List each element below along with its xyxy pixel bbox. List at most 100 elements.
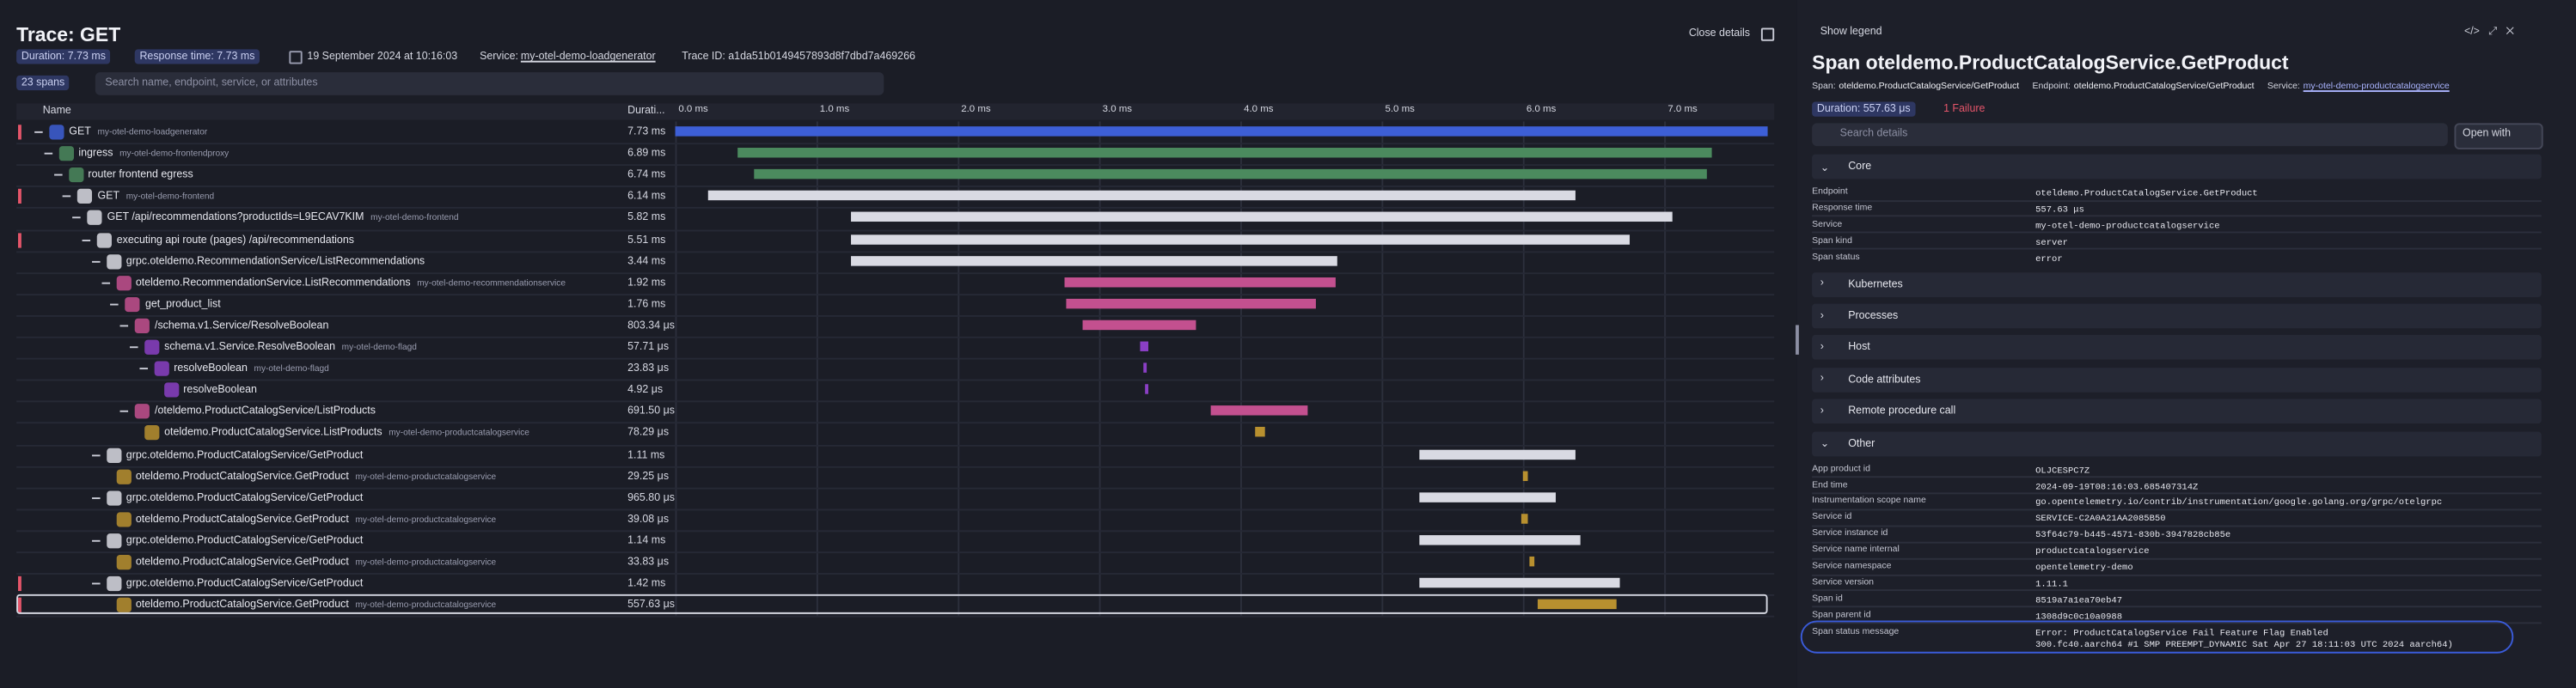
- section-header[interactable]: [1812, 154, 2542, 180]
- attribute-divider: [1812, 589, 2542, 591]
- span-bar[interactable]: [737, 148, 1711, 158]
- collapse-toggle[interactable]: [119, 325, 129, 326]
- search-box[interactable]: [95, 72, 884, 95]
- close-details[interactable]: Close details: [1688, 27, 1750, 40]
- span-bar[interactable]: [754, 169, 1707, 180]
- span-bar[interactable]: [1418, 534, 1580, 545]
- attribute-divider: [1812, 476, 2542, 478]
- section-header[interactable]: [1812, 303, 2542, 329]
- span-name[interactable]: oteldemo.RecommendationService.ListRecom…: [135, 277, 411, 289]
- collapse-toggle[interactable]: [63, 196, 71, 198]
- section-title[interactable]: Host: [1848, 342, 1870, 354]
- span-name[interactable]: oteldemo.ProductCatalogService.GetProduc…: [135, 556, 349, 569]
- span-bar[interactable]: [1418, 491, 1556, 502]
- span-bar[interactable]: [850, 255, 1337, 265]
- section-title[interactable]: Processes: [1848, 310, 1899, 322]
- span-bar[interactable]: [1528, 556, 1534, 567]
- span-name[interactable]: ingress: [78, 148, 113, 160]
- span-name[interactable]: GET: [97, 191, 120, 203]
- span-name[interactable]: router frontend egress: [88, 169, 193, 181]
- collapse-toggle[interactable]: [129, 346, 138, 348]
- section-header[interactable]: [1812, 271, 2542, 297]
- failure-count[interactable]: 1 Failure: [1943, 103, 1986, 115]
- collapse-toggle[interactable]: [91, 496, 101, 499]
- span-bar[interactable]: [707, 191, 1576, 201]
- span-name[interactable]: grpc.oteldemo.ProductCatalogService/GetP…: [125, 448, 364, 461]
- span-name[interactable]: schema.v1.Service.ResolveBoolean: [164, 341, 336, 353]
- span-bar[interactable]: [1210, 405, 1309, 417]
- span-bar[interactable]: [1521, 513, 1527, 524]
- span-bar[interactable]: [850, 212, 1673, 222]
- collapse-toggle[interactable]: [72, 217, 82, 219]
- span-name[interactable]: GET: [69, 126, 91, 138]
- span-bar[interactable]: [1254, 427, 1266, 438]
- span-name[interactable]: /schema.v1.Service/ResolveBoolean: [155, 320, 329, 332]
- span-bar[interactable]: [675, 126, 1768, 137]
- open-with-label[interactable]: Open with: [2463, 128, 2512, 140]
- span-bar[interactable]: [1537, 599, 1617, 610]
- section-header[interactable]: [1812, 367, 2542, 393]
- collapse-toggle[interactable]: [91, 454, 101, 455]
- span-bar[interactable]: [850, 234, 1630, 244]
- x-tick-label: 0.0 ms: [678, 105, 708, 115]
- section-header[interactable]: [1812, 430, 2542, 456]
- open-with-button[interactable]: [2454, 123, 2543, 149]
- span-duration: 78.29 μs: [627, 427, 670, 440]
- attribute-key: Span parent id: [1812, 610, 1871, 620]
- span-bar[interactable]: [1144, 384, 1149, 395]
- span-bar[interactable]: [1418, 448, 1576, 460]
- resize-handle[interactable]: [1796, 325, 1798, 355]
- attribute-value: SERVICE-C2A0A21AA2085B50: [2035, 512, 2166, 525]
- section-title[interactable]: Code attributes: [1848, 374, 1921, 386]
- meta-value[interactable]: my-otel-demo-productcatalogservice: [2303, 82, 2450, 93]
- row-divider: [16, 293, 1775, 295]
- section-header[interactable]: [1812, 335, 2542, 361]
- span-name[interactable]: grpc.oteldemo.RecommendationService/List…: [125, 255, 425, 267]
- service-link[interactable]: my-otel-demo-loadgenerator: [520, 51, 656, 63]
- section-title[interactable]: Remote procedure call: [1848, 405, 1956, 417]
- collapse-toggle[interactable]: [53, 174, 62, 176]
- collapse-toggle[interactable]: [91, 539, 101, 542]
- section-title[interactable]: Kubernetes: [1848, 278, 1903, 290]
- span-name[interactable]: oteldemo.ProductCatalogService.ListProdu…: [164, 427, 382, 440]
- span-name[interactable]: grpc.oteldemo.ProductCatalogService/GetP…: [125, 534, 364, 547]
- close-icon[interactable]: [1760, 27, 1775, 41]
- span-name[interactable]: grpc.oteldemo.ProductCatalogService/GetP…: [125, 577, 364, 590]
- details-search[interactable]: [1812, 123, 2448, 147]
- span-bar[interactable]: [1140, 341, 1149, 352]
- span-name[interactable]: executing api route (pages) /api/recomme…: [116, 234, 354, 246]
- collapse-toggle[interactable]: [82, 239, 91, 240]
- span-name[interactable]: GET /api/recommendations?productIds=L9EC…: [107, 212, 364, 224]
- span-bar[interactable]: [1067, 298, 1316, 308]
- section-title[interactable]: Core: [1848, 161, 1872, 173]
- span-name[interactable]: oteldemo.ProductCatalogService.GetProduc…: [135, 513, 349, 526]
- collapse-toggle[interactable]: [139, 368, 148, 369]
- span-name[interactable]: /oteldemo.ProductCatalogService/ListProd…: [155, 405, 376, 418]
- collapse-toggle[interactable]: [34, 131, 43, 133]
- span-bar[interactable]: [1082, 320, 1196, 330]
- span-bar[interactable]: [1142, 362, 1147, 374]
- span-name[interactable]: resolveBoolean: [174, 362, 248, 374]
- row-divider: [16, 336, 1775, 338]
- toolbar-icons[interactable]: </> ⤢ ✕: [2463, 26, 2515, 38]
- collapse-toggle[interactable]: [110, 303, 119, 305]
- section-title[interactable]: Other: [1848, 437, 1875, 449]
- span-name[interactable]: get_product_list: [144, 298, 221, 310]
- show-legend[interactable]: Show legend: [1820, 26, 1882, 38]
- span-name[interactable]: oteldemo.ProductCatalogService.GetProduc…: [135, 599, 349, 612]
- span-name[interactable]: resolveBoolean: [183, 384, 257, 396]
- collapse-toggle[interactable]: [119, 411, 129, 412]
- span-name[interactable]: grpc.oteldemo.ProductCatalogService/GetP…: [125, 491, 364, 504]
- collapse-toggle[interactable]: [101, 282, 110, 283]
- span-bar[interactable]: [1523, 470, 1527, 481]
- span-bar[interactable]: [1063, 277, 1336, 287]
- span-icon: [125, 296, 141, 312]
- section-header[interactable]: [1812, 399, 2542, 424]
- collapse-toggle[interactable]: [44, 152, 52, 155]
- selected-row[interactable]: [16, 594, 1768, 615]
- span-name[interactable]: oteldemo.ProductCatalogService.GetProduc…: [135, 470, 349, 483]
- collapse-toggle[interactable]: [91, 260, 101, 262]
- collapse-toggle[interactable]: [91, 582, 101, 585]
- span-bar[interactable]: [1418, 577, 1619, 588]
